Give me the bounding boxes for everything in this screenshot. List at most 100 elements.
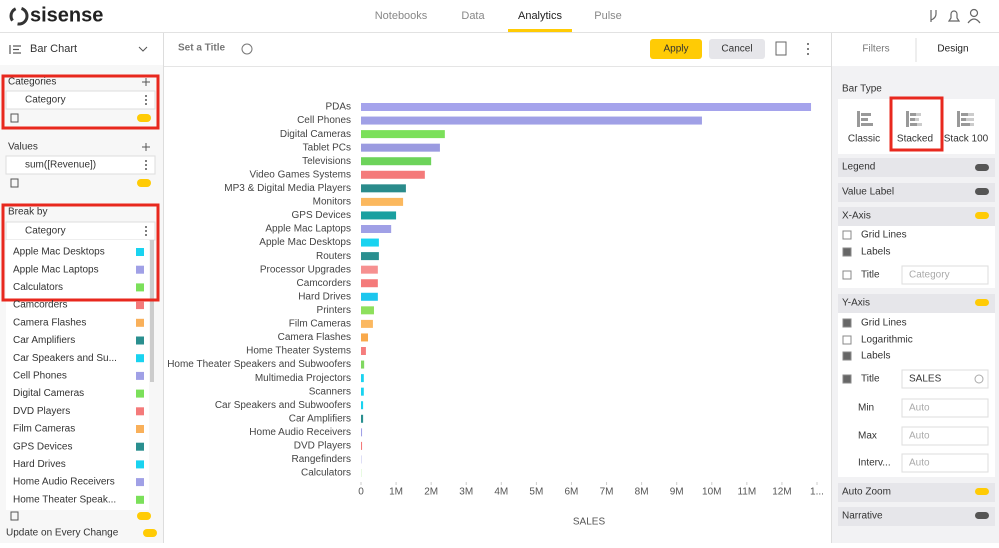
- x-axis-title: SALES: [573, 517, 606, 528]
- legend-swatch: [136, 390, 144, 398]
- option-label: Y-Axis: [842, 298, 870, 309]
- bar: [361, 130, 445, 138]
- bar-type-option: Classic: [848, 134, 880, 145]
- section-title: Categories: [8, 77, 56, 88]
- legend-swatch: [136, 248, 144, 256]
- bar: [361, 374, 364, 382]
- x-tick-label: 5M: [529, 487, 543, 498]
- section-title: Values: [8, 142, 38, 153]
- input-placeholder: Category: [909, 270, 950, 281]
- option-label: X-Axis: [842, 211, 871, 222]
- nav-item: Pulse: [594, 10, 622, 22]
- y-tick-label: Film Cameras: [289, 319, 351, 330]
- bar-type-option: Stacked: [897, 134, 933, 145]
- title-input: Set a Title: [178, 43, 225, 54]
- legend-item: DVD Players: [13, 406, 70, 417]
- bar: [361, 103, 811, 111]
- bar: [361, 211, 396, 219]
- y-tick-label: Rangefinders: [292, 454, 351, 465]
- apply-label: Apply: [663, 44, 688, 55]
- option-label: Title: [861, 270, 880, 281]
- bar: [361, 239, 379, 247]
- bar-type-box: [838, 99, 995, 154]
- option-label: Max: [858, 431, 877, 442]
- bar: [361, 279, 378, 287]
- field: sum([Revenue]): [25, 160, 96, 171]
- y-tick-label: Apple Mac Laptops: [265, 224, 351, 235]
- legend-item: Cell Phones: [13, 371, 67, 382]
- y-tick-label: Multimedia Projectors: [255, 373, 351, 384]
- legend-swatch: [136, 319, 144, 327]
- legend-item: Camera Flashes: [13, 317, 86, 328]
- export-icon[interactable]: [776, 42, 786, 55]
- y-tick-label: Tablet PCs: [303, 142, 351, 153]
- tab: Design: [937, 44, 968, 55]
- legend-item: Camcorders: [13, 300, 67, 311]
- bar: [361, 184, 406, 192]
- y-tick-label: Car Speakers and Subwoofers: [215, 400, 351, 411]
- x-tick-label: 10M: [702, 487, 721, 498]
- legend-swatch: [136, 354, 144, 362]
- option-label: Grid Lines: [861, 318, 907, 329]
- option-label: Labels: [861, 351, 890, 362]
- legend-swatch: [136, 496, 144, 504]
- legend-item: Hard Drives: [13, 459, 66, 470]
- x-tick-label: 8M: [635, 487, 649, 498]
- option-label: Value Label: [842, 187, 894, 198]
- y-tick-label: DVD Players: [294, 441, 351, 452]
- option-label: Legend: [842, 162, 875, 173]
- legend-swatch: [136, 460, 144, 468]
- y-tick-label: Scanners: [309, 386, 351, 397]
- legend-item: Digital Cameras: [13, 388, 84, 399]
- legend-swatch: [136, 337, 144, 345]
- y-tick-label: Digital Cameras: [280, 129, 351, 140]
- info-icon[interactable]: [242, 44, 252, 54]
- y-tick-label: Routers: [316, 251, 351, 262]
- option-label: Labels: [861, 247, 890, 258]
- bar: [361, 293, 378, 301]
- legend-item: Car Amplifiers: [13, 335, 75, 346]
- logo: sisense: [30, 4, 103, 26]
- tab: Filters: [862, 44, 889, 55]
- bar: [361, 415, 363, 423]
- header: [0, 0, 999, 32]
- y-tick-label: Camcorders: [297, 278, 351, 289]
- y-tick-label: Hard Drives: [298, 291, 351, 302]
- widget-type-bar[interactable]: [0, 33, 163, 65]
- bar: [361, 157, 431, 165]
- scrollbar: [150, 240, 154, 382]
- y-tick-label: Home Theater Speakers and Subwoofers: [167, 359, 351, 370]
- bar: [361, 117, 702, 125]
- legend-item: Home Theater Speak...: [13, 494, 116, 505]
- bar-type-option: Stack 100: [944, 134, 989, 145]
- legend-swatch: [136, 425, 144, 433]
- bar: [361, 252, 379, 260]
- y-tick-label: Printers: [317, 305, 351, 316]
- x-tick-label: 1...: [810, 487, 824, 498]
- input-placeholder: Auto: [909, 431, 930, 442]
- cancel-label: Cancel: [721, 44, 752, 55]
- x-tick-label: 1M: [389, 487, 403, 498]
- legend-swatch: [136, 372, 144, 380]
- y-tick-label: GPS Devices: [292, 210, 351, 221]
- option-label: Grid Lines: [861, 230, 907, 241]
- y-tick-label: Car Amplifiers: [289, 413, 351, 424]
- option-label: Title: [861, 374, 880, 385]
- bar: [361, 225, 391, 233]
- option-label: Auto Zoom: [842, 487, 891, 498]
- bar: [361, 198, 403, 206]
- x-tick-label: 9M: [670, 487, 684, 498]
- y-tick-label: Home Theater Systems: [246, 346, 351, 357]
- bar: [361, 144, 440, 152]
- option-label: Logarithmic: [861, 335, 913, 346]
- nav-item: Data: [461, 10, 485, 22]
- input-placeholder: Auto: [909, 403, 930, 414]
- section-title: Break by: [8, 207, 47, 218]
- legend-swatch: [136, 283, 144, 291]
- nav-underline: [508, 29, 572, 32]
- legend-swatch: [136, 266, 144, 274]
- field: Category: [25, 95, 66, 106]
- more-icon[interactable]: [807, 43, 809, 55]
